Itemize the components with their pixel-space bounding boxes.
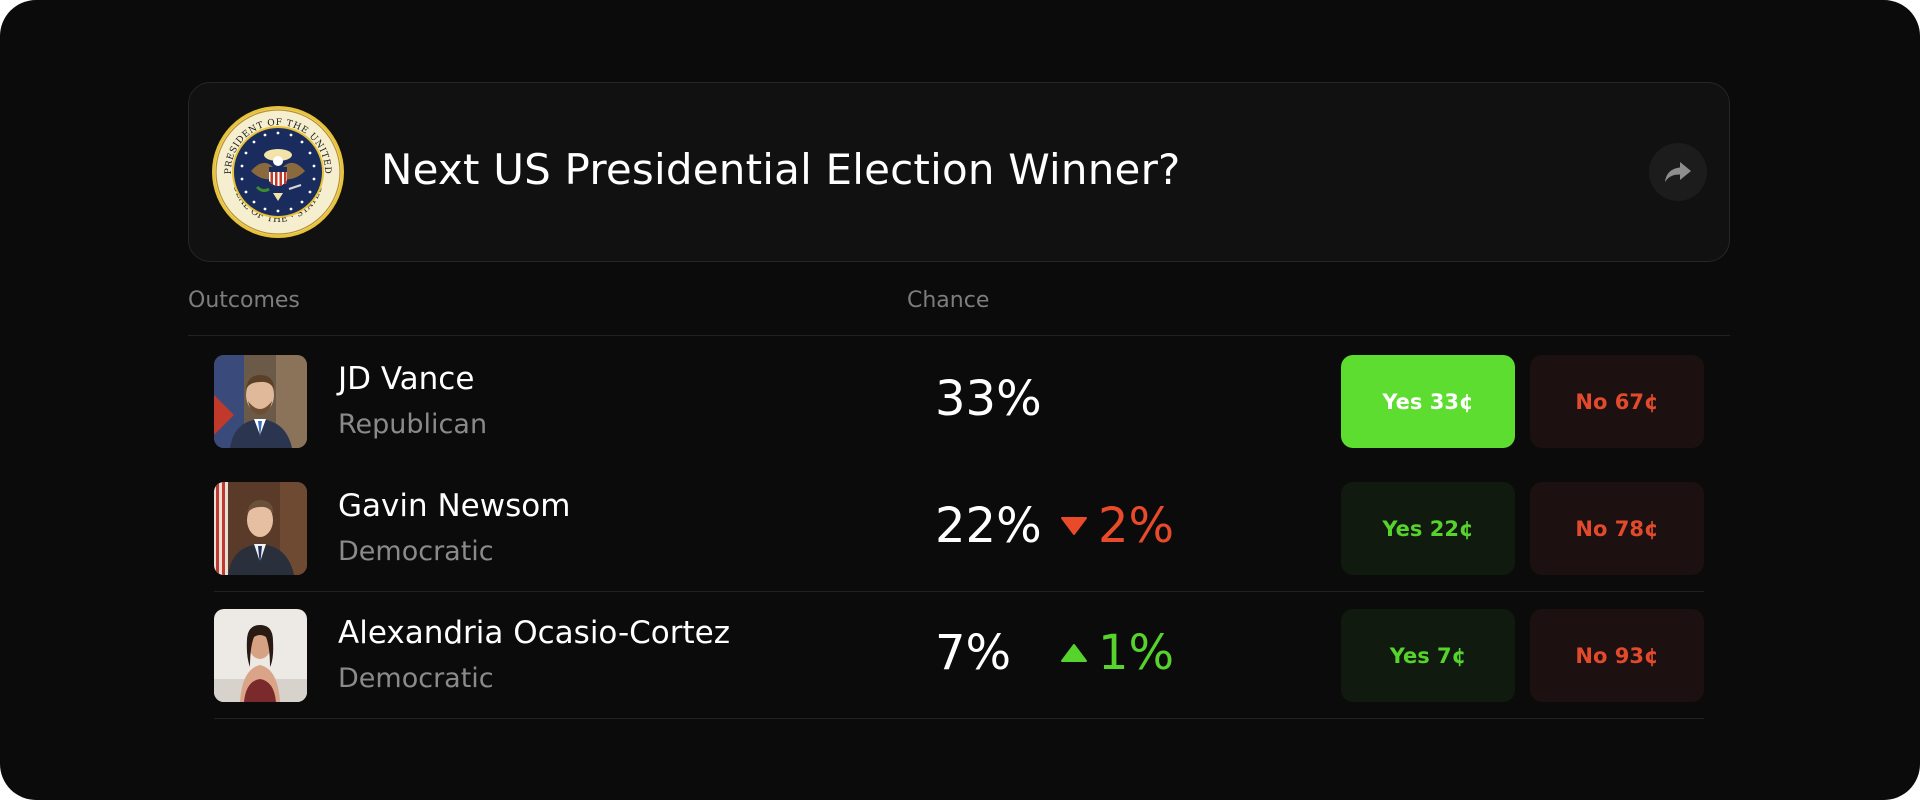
outcome-row: JD Vance Republican 33% Yes 33¢ No 67¢ [214, 337, 1704, 464]
triangle-up-icon [1060, 643, 1088, 663]
outcome-row: Gavin Newsom Democratic 22% 2% Yes 22¢ N… [214, 464, 1704, 591]
chance-value: 22% [935, 498, 1042, 554]
buy-no-button[interactable]: No 67¢ [1530, 355, 1704, 448]
column-header-outcomes: Outcomes [188, 288, 300, 313]
chance-change-value: 1% [1098, 625, 1174, 681]
triangle-down-icon [1060, 516, 1088, 536]
candidate-party: Democratic [338, 536, 494, 567]
chance-value: 7% [935, 625, 1011, 681]
candidate-party: Democratic [338, 663, 494, 694]
candidate-name: Gavin Newsom [338, 488, 570, 524]
market-title: Next US Presidential Election Winner? [381, 145, 1181, 194]
market-header: PRESIDENT OF THE UNITED SEAL OF THE · ST… [188, 82, 1730, 262]
candidate-avatar [214, 609, 307, 702]
chance-value: 33% [935, 371, 1042, 427]
candidate-avatar [214, 482, 307, 575]
outcome-row: Alexandria Ocasio-Cortez Democratic 7% 1… [214, 591, 1704, 718]
candidate-avatar [214, 355, 307, 448]
share-button[interactable] [1649, 143, 1707, 201]
presidential-seal-logo: PRESIDENT OF THE UNITED SEAL OF THE · ST… [211, 105, 345, 239]
chance-change: 1% [1060, 625, 1174, 681]
divider [188, 335, 1730, 336]
buy-yes-button[interactable]: Yes 33¢ [1341, 355, 1515, 448]
share-arrow-icon [1664, 160, 1692, 184]
column-header-chance: Chance [907, 288, 989, 313]
buy-yes-button[interactable]: Yes 22¢ [1341, 482, 1515, 575]
buy-yes-button[interactable]: Yes 7¢ [1341, 609, 1515, 702]
candidate-name: JD Vance [338, 361, 474, 397]
divider [214, 718, 1704, 719]
buy-no-button[interactable]: No 78¢ [1530, 482, 1704, 575]
buy-no-button[interactable]: No 93¢ [1530, 609, 1704, 702]
candidate-party: Republican [338, 409, 487, 440]
chance-change-value: 2% [1098, 498, 1174, 554]
chance-change: 2% [1060, 498, 1174, 554]
candidate-name: Alexandria Ocasio-Cortez [338, 615, 730, 651]
